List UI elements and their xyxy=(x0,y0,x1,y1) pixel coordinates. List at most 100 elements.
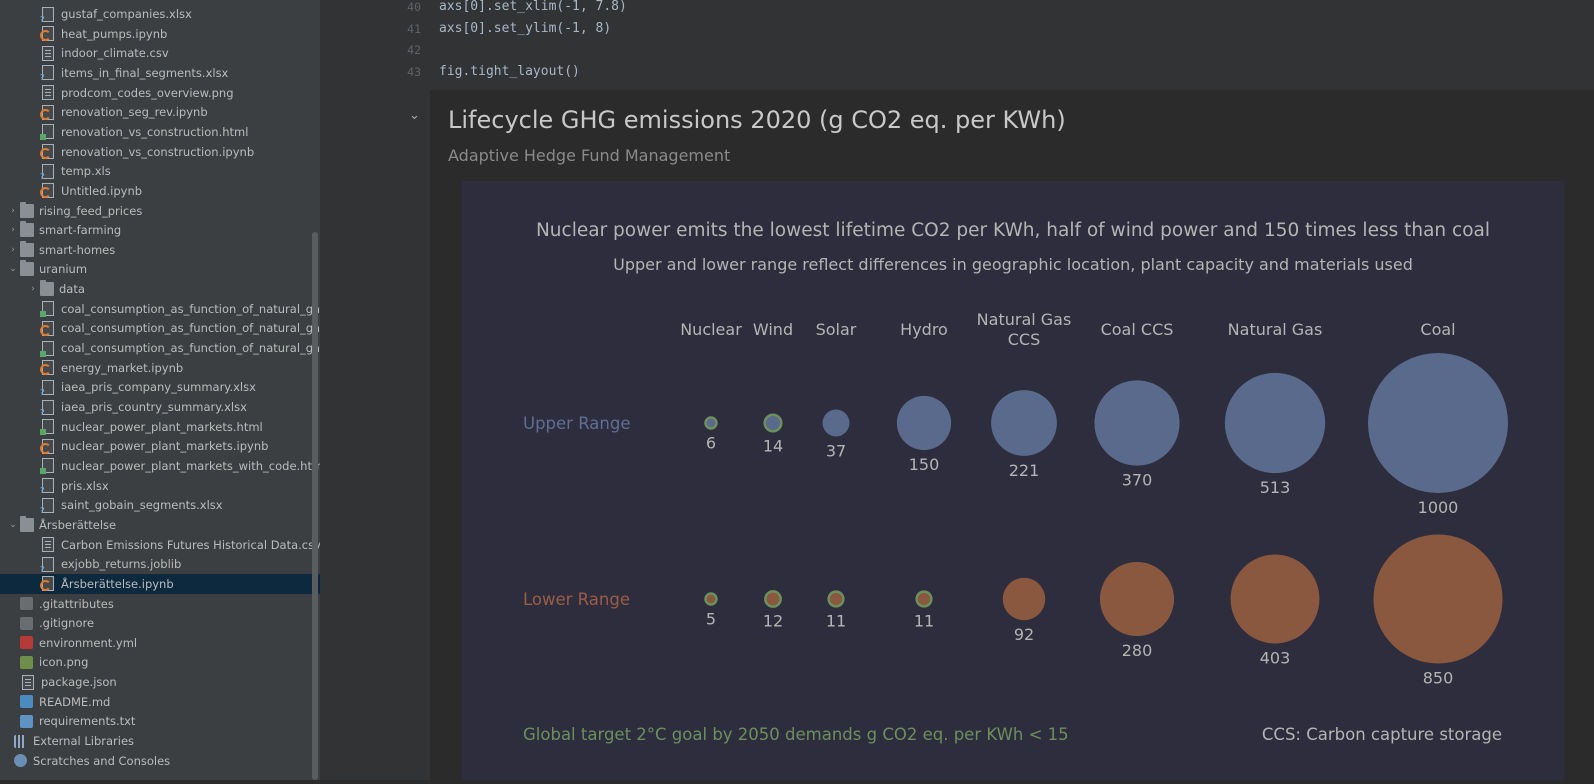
lib-file-icon xyxy=(14,734,27,748)
tree-file[interactable]: environment.yml xyxy=(0,633,320,653)
category-label: Solar xyxy=(816,320,857,339)
tree-file[interactable]: energy_market.ipynb xyxy=(0,358,320,378)
bubble-value-label: 221 xyxy=(1009,461,1040,480)
category-label: Natural Gas xyxy=(1228,320,1323,339)
tree-folder[interactable]: ⌄ Årsberättelse xyxy=(0,515,320,535)
img-file-icon xyxy=(20,655,33,669)
tree-file[interactable]: External Libraries xyxy=(0,731,320,751)
tree-item-label: environment.yml xyxy=(39,635,138,650)
tree-file[interactable]: renovation_vs_construction.html xyxy=(0,122,320,142)
tree-file[interactable]: iaea_pris_country_summary.xlsx xyxy=(0,397,320,417)
tree-file[interactable]: README.md xyxy=(0,692,320,712)
ipynb-file-icon xyxy=(40,26,54,42)
tree-file[interactable]: coal_consumption_as_function_of_natural_… xyxy=(0,338,320,358)
tree-item-label: smart-farming xyxy=(39,223,122,238)
tree-folder[interactable]: › smart-homes xyxy=(0,240,320,260)
xlsx-file-icon xyxy=(40,65,54,82)
bubble-value-label: 403 xyxy=(1260,648,1291,667)
tree-item-label: nuclear_power_plant_markets.ipynb xyxy=(61,439,269,454)
tree-file[interactable]: saint_gobain_segments.xlsx xyxy=(0,495,320,515)
data-bubble xyxy=(896,395,952,451)
category-label: Natural Gas xyxy=(977,310,1072,329)
category-label: Nuclear xyxy=(680,320,742,339)
tree-file[interactable]: .gitattributes xyxy=(0,594,320,614)
notebook-editor: 40 41 42 43 axs[0].set_xlim(-1, 7.8) axs[0].… xyxy=(321,0,1594,780)
tree-file[interactable]: coal_consumption_as_function_of_natural_… xyxy=(0,299,320,319)
chevron-right-icon[interactable]: › xyxy=(11,244,15,255)
code-line[interactable]: axs[0].set_xlim(-1, 7.8) xyxy=(439,0,627,14)
folder-icon xyxy=(20,240,34,257)
category-label: Hydro xyxy=(900,320,948,339)
tree-file[interactable]: Årsberättelse.ipynb xyxy=(0,573,320,594)
tree-file[interactable]: renovation_vs_construction.ipynb xyxy=(0,142,320,162)
tree-file[interactable]: .gitignore xyxy=(0,613,320,633)
tree-folder[interactable]: › rising_feed_prices xyxy=(0,201,320,221)
tree-file[interactable]: coal_consumption_as_function_of_natural_… xyxy=(0,318,320,338)
chevron-down-icon[interactable]: ⌄ xyxy=(9,519,17,530)
md-file-icon xyxy=(20,695,33,709)
chevron-right-icon[interactable]: › xyxy=(11,205,15,216)
tree-file[interactable]: nuclear_power_plant_markets.html xyxy=(0,417,320,437)
series-label: Upper Range xyxy=(523,414,631,433)
data-bubble xyxy=(1373,534,1503,664)
tree-file[interactable]: items_in_final_segments.xlsx xyxy=(0,63,320,83)
tree-item-label: iaea_pris_country_summary.xlsx xyxy=(61,400,247,414)
tree-file[interactable]: pris.xlsx xyxy=(0,476,320,496)
html-file-icon xyxy=(40,458,54,475)
tree-item-label: renovation_vs_construction.ipynb xyxy=(61,144,255,159)
tree-file[interactable]: temp.xls xyxy=(0,161,320,181)
tree-file[interactable]: requirements.txt xyxy=(0,711,320,731)
file-file-icon xyxy=(42,45,54,61)
ipynb-file-icon xyxy=(40,360,54,376)
tree-file[interactable]: indoor_climate.csv xyxy=(0,43,320,63)
chevron-right-icon[interactable]: › xyxy=(11,225,15,236)
tree-file[interactable]: iaea_pris_company_summary.xlsx xyxy=(0,377,320,397)
data-bubble xyxy=(1368,353,1508,493)
footnote-target: Global target 2°C goal by 2050 demands g… xyxy=(523,725,1069,744)
tree-file[interactable]: prodcom_codes_overview.png xyxy=(0,83,320,103)
tree-item-label: .gitignore xyxy=(39,616,95,631)
tree-item-label: .gitattributes xyxy=(39,596,114,611)
tree-file[interactable]: renovation_seg_rev.ipynb xyxy=(0,102,320,122)
sidebar-scrollbar[interactable] xyxy=(312,232,318,780)
tree-file[interactable]: Scratches and Consoles xyxy=(0,751,320,771)
code-line[interactable]: axs[0].set_ylim(-1, 8) xyxy=(439,20,612,36)
tree-file[interactable]: Carbon Emissions Futures Historical Data… xyxy=(0,535,320,555)
html-file-icon xyxy=(40,124,54,141)
folder-icon xyxy=(20,221,34,238)
tree-item-label: energy_market.ipynb xyxy=(61,360,184,375)
tree-file[interactable]: package.json xyxy=(0,672,320,692)
chevron-down-icon[interactable]: ⌄ xyxy=(9,264,17,275)
tree-folder[interactable]: › smart-farming xyxy=(0,220,320,240)
chevron-right-icon[interactable]: › xyxy=(31,284,35,295)
tree-file[interactable]: nuclear_power_plant_markets.ipynb xyxy=(0,436,320,456)
ipynb-file-icon xyxy=(40,438,54,454)
tree-file[interactable]: nuclear_power_plant_markets_with_code.ht… xyxy=(0,456,320,476)
tree-item-label: saint_gobain_segments.xlsx xyxy=(61,498,223,513)
html-file-icon xyxy=(40,301,54,318)
tree-item-label: renovation_seg_rev.ipynb xyxy=(61,105,208,120)
collapse-output-icon[interactable]: ⌄ xyxy=(409,108,420,123)
tree-item-label: Carbon Emissions Futures Historical Data… xyxy=(61,537,321,552)
tree-file[interactable]: Untitled.ipynb xyxy=(0,181,320,201)
tree-file[interactable]: exjobb_returns.joblib xyxy=(0,554,320,574)
folder-icon xyxy=(40,280,54,297)
git-file-icon xyxy=(20,597,33,610)
tree-file[interactable]: gustaf_companies.xlsx xyxy=(0,4,320,24)
tree-item-label: heat_pumps.ipynb xyxy=(61,26,168,41)
bubble-chart: Nuclear power emits the lowest lifetime … xyxy=(523,220,1508,744)
tree-folder[interactable]: ⌄ uranium xyxy=(0,259,320,279)
code-cell[interactable]: axs[0].set_xlim(-1, 7.8) axs[0].set_ylim(… xyxy=(430,0,1594,90)
chart-title: Nuclear power emits the lowest lifetime … xyxy=(536,220,1490,241)
tree-file[interactable]: heat_pumps.ipynb xyxy=(0,24,320,44)
code-line[interactable]: fig.tight_layout() xyxy=(439,63,580,79)
tree-item-label: indoor_climate.csv xyxy=(61,46,169,61)
file-file-icon xyxy=(22,674,34,690)
category-label: Coal CCS xyxy=(1101,320,1174,339)
data-bubble xyxy=(827,590,845,608)
data-bubble xyxy=(763,413,783,433)
bubble-value-label: 14 xyxy=(763,436,783,455)
tree-file[interactable]: icon.png xyxy=(0,652,320,672)
tree-folder[interactable]: › data xyxy=(0,279,320,299)
xlsx-file-icon xyxy=(40,163,54,181)
